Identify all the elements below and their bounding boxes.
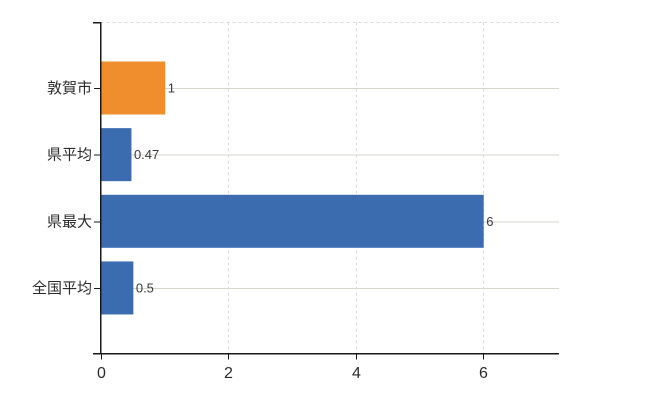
x-tick-label-6: 6 (479, 365, 488, 382)
category-label-0: 敦賀市 (47, 80, 92, 97)
x-tick-label-0: 0 (97, 365, 106, 382)
bar-3-全国平均 (101, 261, 134, 315)
bar-2-県最大 (101, 194, 484, 248)
value-label-3: 0.5 (136, 280, 154, 295)
value-label-0: 1 (168, 81, 175, 96)
y-axis-line (93, 21, 102, 355)
category-label-3: 全国平均 (32, 279, 92, 297)
category-label-1: 県平均 (47, 147, 92, 164)
category-label-2: 県最大 (47, 213, 92, 230)
x-tick-label-4: 4 (352, 365, 361, 382)
x-tick-label-2: 2 (224, 365, 233, 382)
bar-0-敦賀市 (101, 61, 166, 115)
value-label-2: 6 (486, 214, 493, 229)
value-label-1: 0.47 (134, 147, 159, 162)
bar-1-県平均 (101, 128, 132, 182)
